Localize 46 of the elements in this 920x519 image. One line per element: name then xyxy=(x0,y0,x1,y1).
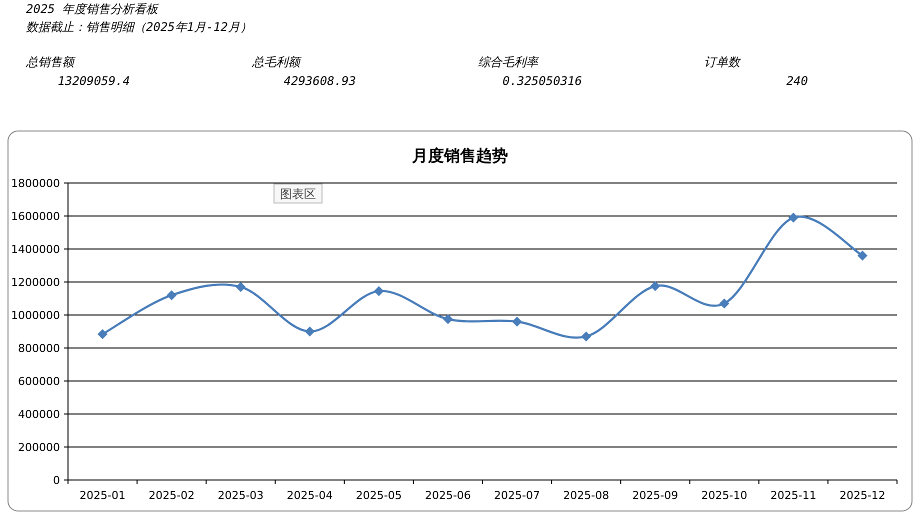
point xyxy=(650,281,660,292)
x-tick-label: 2025-01 xyxy=(80,489,126,502)
annotation: 图表区 xyxy=(280,187,316,201)
y-tick-label: 0 xyxy=(53,474,60,487)
x-tick-label: 2025-07 xyxy=(494,489,540,502)
point xyxy=(98,329,108,340)
y-tick-label: 1200000 xyxy=(11,276,60,289)
y-tick-label: 400000 xyxy=(18,408,60,421)
point xyxy=(166,290,177,300)
text: 总毛利额 xyxy=(251,55,302,69)
point xyxy=(236,282,246,292)
text: 数据截止：销售明细（2025年1月-12月） xyxy=(26,20,252,34)
text: 4293608.93 xyxy=(284,74,356,88)
y-tick-label: 1400000 xyxy=(11,243,60,256)
point xyxy=(304,326,315,336)
chart-title: 月度销售趋势 xyxy=(411,146,508,165)
text: 总销售额 xyxy=(25,55,76,69)
y-tick-label: 800000 xyxy=(18,342,60,355)
text: 13209059.4 xyxy=(58,74,130,88)
point xyxy=(442,314,453,324)
x-tick-label: 2025-11 xyxy=(770,489,816,502)
point xyxy=(788,212,798,223)
y-tick-label: 1000000 xyxy=(11,309,60,322)
x-tick-label: 2025-08 xyxy=(563,489,610,502)
x-tick-label: 2025-12 xyxy=(839,489,886,502)
y-tick-label: 1800000 xyxy=(11,177,60,190)
x-tick-label: 2025-04 xyxy=(286,489,333,502)
x-tick-label: 2025-02 xyxy=(148,489,195,502)
text: 240 xyxy=(786,74,808,88)
x-tick-label: 2025-06 xyxy=(424,489,471,502)
point xyxy=(857,250,868,261)
point xyxy=(719,298,730,308)
x-tick-label: 2025-05 xyxy=(356,489,402,502)
point xyxy=(374,286,384,296)
text: 2025 年度销售分析看板 xyxy=(26,2,160,16)
x-tick-label: 2025-10 xyxy=(701,489,748,502)
text: 订单数 xyxy=(704,55,742,69)
point xyxy=(581,331,592,342)
text: 综合毛利率 xyxy=(478,55,540,69)
x-tick-label: 2025-03 xyxy=(218,489,264,502)
y-tick-label: 200000 xyxy=(18,441,60,454)
y-tick-label: 1600000 xyxy=(11,210,60,223)
y-tick-label: 600000 xyxy=(18,375,60,388)
x-tick-label: 2025-09 xyxy=(632,489,678,502)
point xyxy=(512,316,522,327)
text: 0.325050316 xyxy=(502,74,582,88)
